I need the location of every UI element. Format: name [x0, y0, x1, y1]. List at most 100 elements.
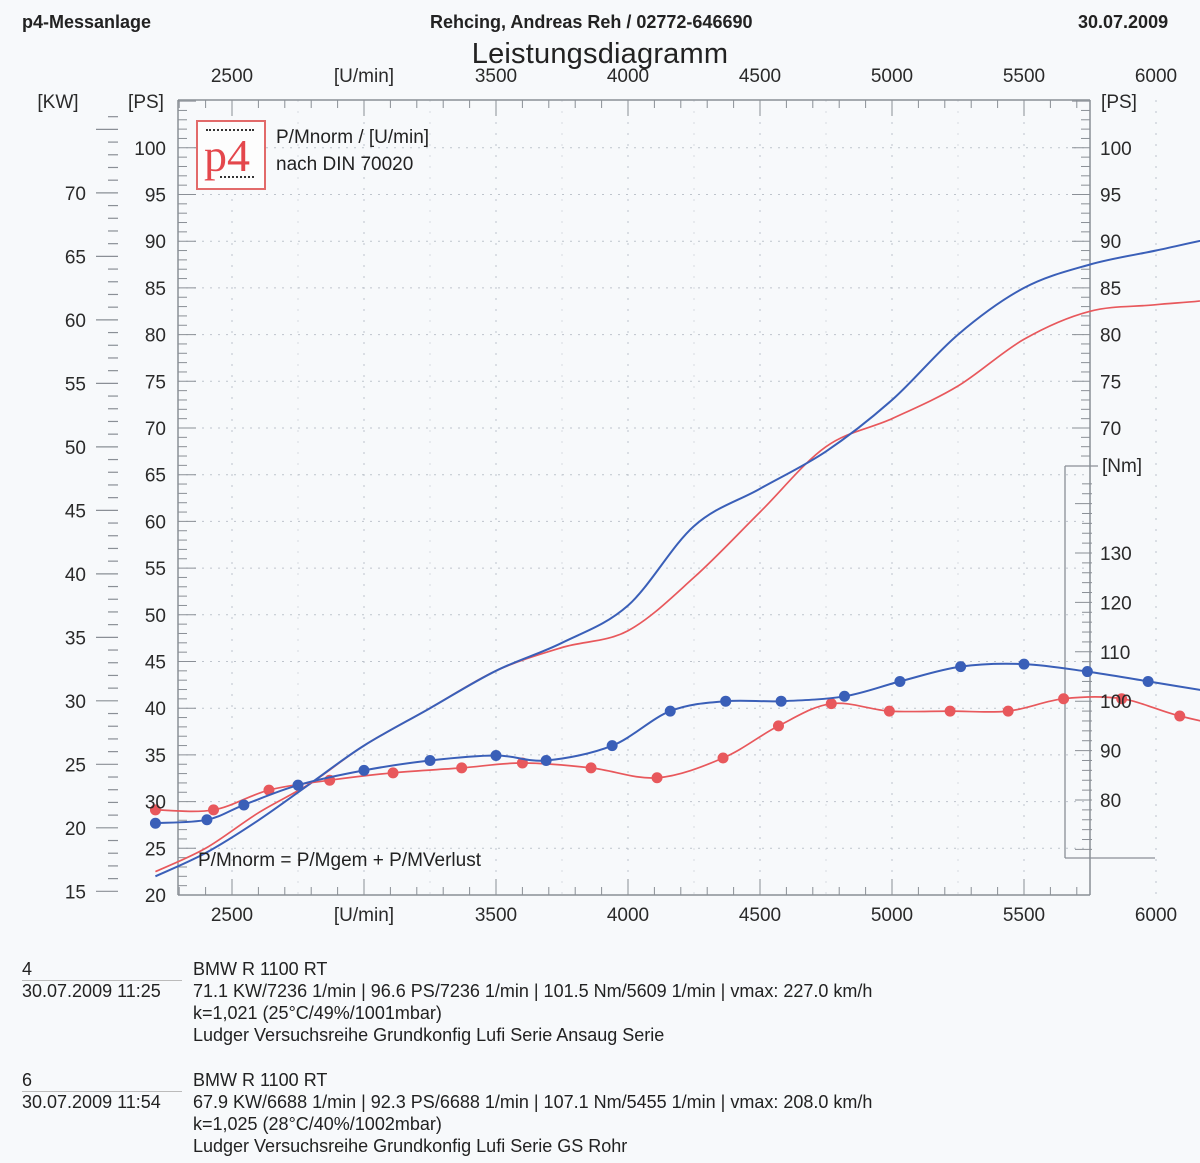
legend-line1: P/Mnorm / [U/min] — [276, 127, 430, 148]
x-tick-label-top: 5500 — [1003, 66, 1045, 87]
ps-tick-label-left: 40 — [145, 699, 166, 720]
logo-dots-bottom — [220, 176, 254, 178]
kw-tick-label: 40 — [65, 565, 86, 586]
ps-tick-label-left: 45 — [145, 653, 166, 674]
x-tick-label-bottom: 2500 — [211, 905, 253, 926]
x-tick-label-top: 4500 — [739, 66, 781, 87]
run6-torque-point — [606, 740, 618, 752]
run4-torque-point — [1002, 705, 1014, 717]
nm-tick-label: 80 — [1100, 791, 1121, 812]
run4-torque-line — [155, 696, 1200, 813]
x-tick-label-bottom: 4000 — [607, 905, 649, 926]
run4-description: Ludger Versuchsreihe Grundkonfig Lufi Se… — [193, 1025, 665, 1045]
ps-tick-label-left: 100 — [134, 139, 166, 160]
run4-correction: k=1,021 (25°C/49%/1001mbar) — [193, 1003, 442, 1023]
run4-id: 4 — [22, 959, 33, 979]
run6-vehicle: BMW R 1100 RT — [193, 1070, 328, 1090]
ps-tick-label-left: 30 — [145, 793, 166, 814]
ps-axis-label-right: [PS] — [1101, 92, 1137, 113]
run4-torque-point — [1116, 693, 1128, 705]
run6-datetime: 30.07.2009 11:54 — [22, 1092, 161, 1112]
run6-torque-point — [149, 817, 161, 829]
run6-id: 6 — [22, 1070, 33, 1090]
kw-tick-label: 20 — [65, 819, 86, 840]
run6-torque-point — [720, 695, 732, 707]
run4-datetime: 30.07.2009 11:25 — [22, 981, 161, 1001]
ps-tick-label-left: 25 — [145, 839, 166, 860]
run4-torque-point — [883, 705, 895, 717]
kw-tick-label: 70 — [65, 184, 86, 205]
nm-tick-label: 90 — [1100, 742, 1121, 763]
x-tick-label-bottom: 5000 — [871, 905, 913, 926]
run6-description: Ludger Versuchsreihe Grundkonfig Lufi Se… — [193, 1136, 628, 1156]
x-tick-label-top: 2500 — [211, 66, 253, 87]
ps-tick-label-left: 55 — [145, 559, 166, 580]
nm-tick-label: 130 — [1100, 544, 1132, 565]
nm-tick-label: 100 — [1100, 692, 1132, 713]
ps-tick-label-left: 80 — [145, 326, 166, 347]
run4-torque-point — [387, 767, 399, 779]
x-tick-label-top: 4000 — [607, 66, 649, 87]
run6-torque-point — [540, 754, 552, 766]
ps-tick-label-left: 20 — [145, 886, 166, 907]
run4-torque-point — [585, 762, 597, 774]
x-tick-label-top: [U/min] — [334, 66, 394, 87]
ps-tick-label-right: 100 — [1100, 139, 1132, 160]
run4-torque-point — [651, 772, 663, 784]
run6-torque-point — [1018, 658, 1030, 670]
series — [149, 239, 1200, 878]
p4-logo: p4 — [204, 130, 250, 181]
ps-tick-label-left: 60 — [145, 512, 166, 533]
ps-tick-label-left: 35 — [145, 746, 166, 767]
run4-torque-point — [944, 705, 956, 717]
run6-correction: k=1,025 (28°C/40%/1002mbar) — [193, 1114, 442, 1134]
report-date: 30.07.2009 — [1078, 12, 1169, 32]
nm-tick-label: 110 — [1100, 643, 1130, 664]
kw-tick-label: 55 — [65, 374, 86, 395]
chart-title: Leistungsdiagramm — [471, 38, 729, 70]
ps-tick-label-right: 90 — [1100, 232, 1121, 253]
run6-torque-point — [664, 705, 676, 717]
power-chart: 2500 2500 [U/min] [U/min] 3500 3500 4000 4000 45… — [37, 66, 1200, 926]
ps-tick-label-left: 65 — [145, 466, 166, 487]
axis-labels: 2500 2500 [U/min] [U/min] 3500 3500 4000 4000 45… — [37, 66, 1177, 926]
kw-tick-label: 25 — [65, 755, 86, 776]
ps-tick-label-right: 70 — [1100, 419, 1121, 440]
ps-tick-label-right: 75 — [1100, 372, 1121, 393]
logo-box: p4 — [196, 120, 266, 190]
kw-tick-label: 30 — [65, 692, 86, 713]
legend-line2: nach DIN 70020 — [276, 154, 414, 175]
nm-tick-label: 120 — [1100, 593, 1132, 614]
ps-tick-label-left: 70 — [145, 419, 166, 440]
run6-torque-point — [838, 690, 850, 702]
app-name: p4-Messanlage — [22, 12, 152, 32]
run6-torque-point — [358, 764, 370, 776]
kw-tick-label: 65 — [65, 247, 86, 268]
run4-divider — [22, 980, 182, 981]
run6-results: 67.9 KW/6688 1/min | 92.3 PS/6688 1/min … — [193, 1092, 873, 1112]
run6-torque-point — [894, 675, 906, 687]
run6-torque-point — [775, 695, 787, 707]
run6-torque-point — [1081, 666, 1093, 678]
run6-torque-point — [490, 750, 502, 762]
customer-info: Rehcing, Andreas Reh / 02772-646690 — [430, 12, 753, 32]
run4-torque-point — [1058, 693, 1070, 705]
ps-tick-label-right: 85 — [1100, 279, 1121, 300]
run6-torque-point — [1142, 675, 1154, 687]
run6-torque-point — [424, 754, 436, 766]
grid — [178, 100, 1157, 895]
x-tick-label-bottom: [U/min] — [334, 905, 394, 926]
run4-vehicle: BMW R 1100 RT — [193, 959, 328, 979]
run4-torque-point — [149, 804, 161, 816]
run4-torque-point — [1174, 710, 1186, 722]
ps-tick-label-right: 95 — [1100, 186, 1121, 207]
run6-power-line — [154, 239, 1200, 878]
run6-torque-line — [155, 662, 1200, 825]
kw-axis-label: [KW] — [37, 92, 78, 113]
ps-tick-label-left: 90 — [145, 232, 166, 253]
kw-tick-label: 35 — [65, 628, 86, 649]
kw-tick-label: 50 — [65, 438, 86, 459]
run4-torque-point — [772, 720, 784, 732]
run6-torque-point — [201, 814, 213, 826]
ps-tick-label-left: 50 — [145, 606, 166, 627]
